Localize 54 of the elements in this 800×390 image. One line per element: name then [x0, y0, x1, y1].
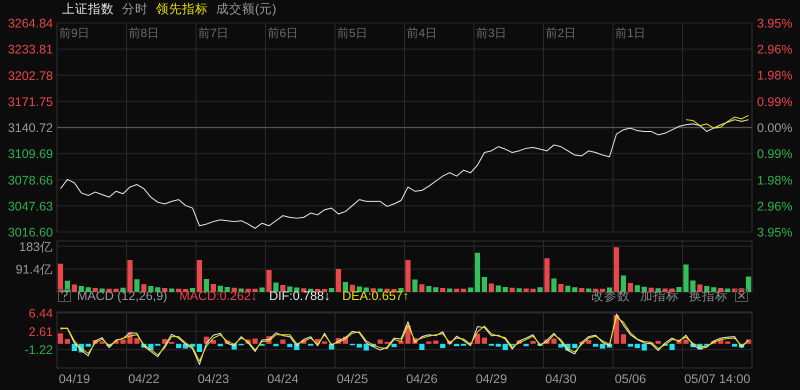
text: MACD:0.262↓	[179, 289, 258, 303]
y-tick-label: 3202.78	[8, 68, 54, 83]
annotation: 改参数	[591, 289, 630, 303]
x-tick-label: 04/24	[267, 372, 299, 386]
text: 上证指数	[62, 2, 114, 16]
y2-tick-label: 2.96%	[757, 42, 792, 57]
x-tick-label: 前7日	[198, 26, 229, 40]
y2-tick-label: 1.98%	[757, 68, 792, 83]
y-tick-label: 3016.60	[8, 226, 54, 240]
x-tick-label: 前6日	[268, 26, 298, 40]
y2-tick-label: 0.99%	[757, 147, 792, 162]
y-tick-label: -1.22	[24, 343, 54, 358]
x-tick-label: 前1日	[615, 26, 646, 40]
annotation: 加指标	[640, 289, 679, 303]
y-tick-label: 3264.84	[8, 16, 54, 30]
y-tick-label: 3171.75	[8, 94, 54, 109]
y-tick-label: 6.44	[28, 306, 54, 321]
y-tick-label: 3078.66	[8, 173, 54, 188]
y2-tick-label: 0.00%	[757, 121, 792, 135]
x-tick-label: 04/26	[406, 372, 438, 386]
y2-tick-label: 2.96%	[757, 199, 792, 214]
text: 分时	[122, 2, 148, 16]
x-tick-label: 前9日	[59, 26, 90, 40]
x-tick-label: 05/06	[614, 372, 646, 386]
x-tick-label: 14:00	[718, 372, 750, 386]
y-tick-label: 3047.63	[8, 199, 54, 214]
x-tick-label: 04/25	[336, 372, 368, 386]
x-tick-label: 04/22	[128, 372, 160, 386]
y-tick-label: 3109.69	[8, 147, 54, 162]
text: 领先指标	[156, 2, 208, 16]
text: DIF:0.788↓	[269, 289, 330, 303]
y-tick-label: 91.4亿	[16, 262, 53, 277]
x-tick-label: 前4日	[406, 26, 438, 40]
x-tick-label: 前5日	[337, 26, 368, 40]
y2-tick-label: 3.95%	[757, 16, 792, 30]
x-tick-label: 04/29	[476, 372, 508, 386]
y-tick-label: 183亿	[19, 240, 53, 254]
y-tick-label: 3140.72	[8, 121, 54, 135]
y2-tick-label: 1.98%	[757, 173, 792, 188]
series-label: DEA:0.657↑	[342, 289, 409, 303]
y2-tick-label: 3.95%	[757, 226, 792, 240]
x-tick-label: 04/23	[198, 372, 230, 386]
y-tick-label: 3233.81	[8, 42, 54, 57]
x-tick-label: 04/19	[58, 372, 90, 386]
text: 成交额(元)	[216, 1, 276, 16]
x-tick-label: 前3日	[476, 26, 507, 40]
chart-title: MACD (12,26,9)	[77, 289, 168, 303]
x-tick-label: 05/07	[684, 372, 716, 386]
x-tick-label: 前2日	[546, 26, 576, 40]
x-tick-label: 前8日	[128, 26, 160, 40]
y2-tick-label: 0.99%	[757, 94, 792, 109]
y-tick-label: 2.61	[28, 324, 54, 339]
annotation: 换指标	[689, 289, 728, 303]
x-tick-label: 04/30	[545, 372, 577, 386]
